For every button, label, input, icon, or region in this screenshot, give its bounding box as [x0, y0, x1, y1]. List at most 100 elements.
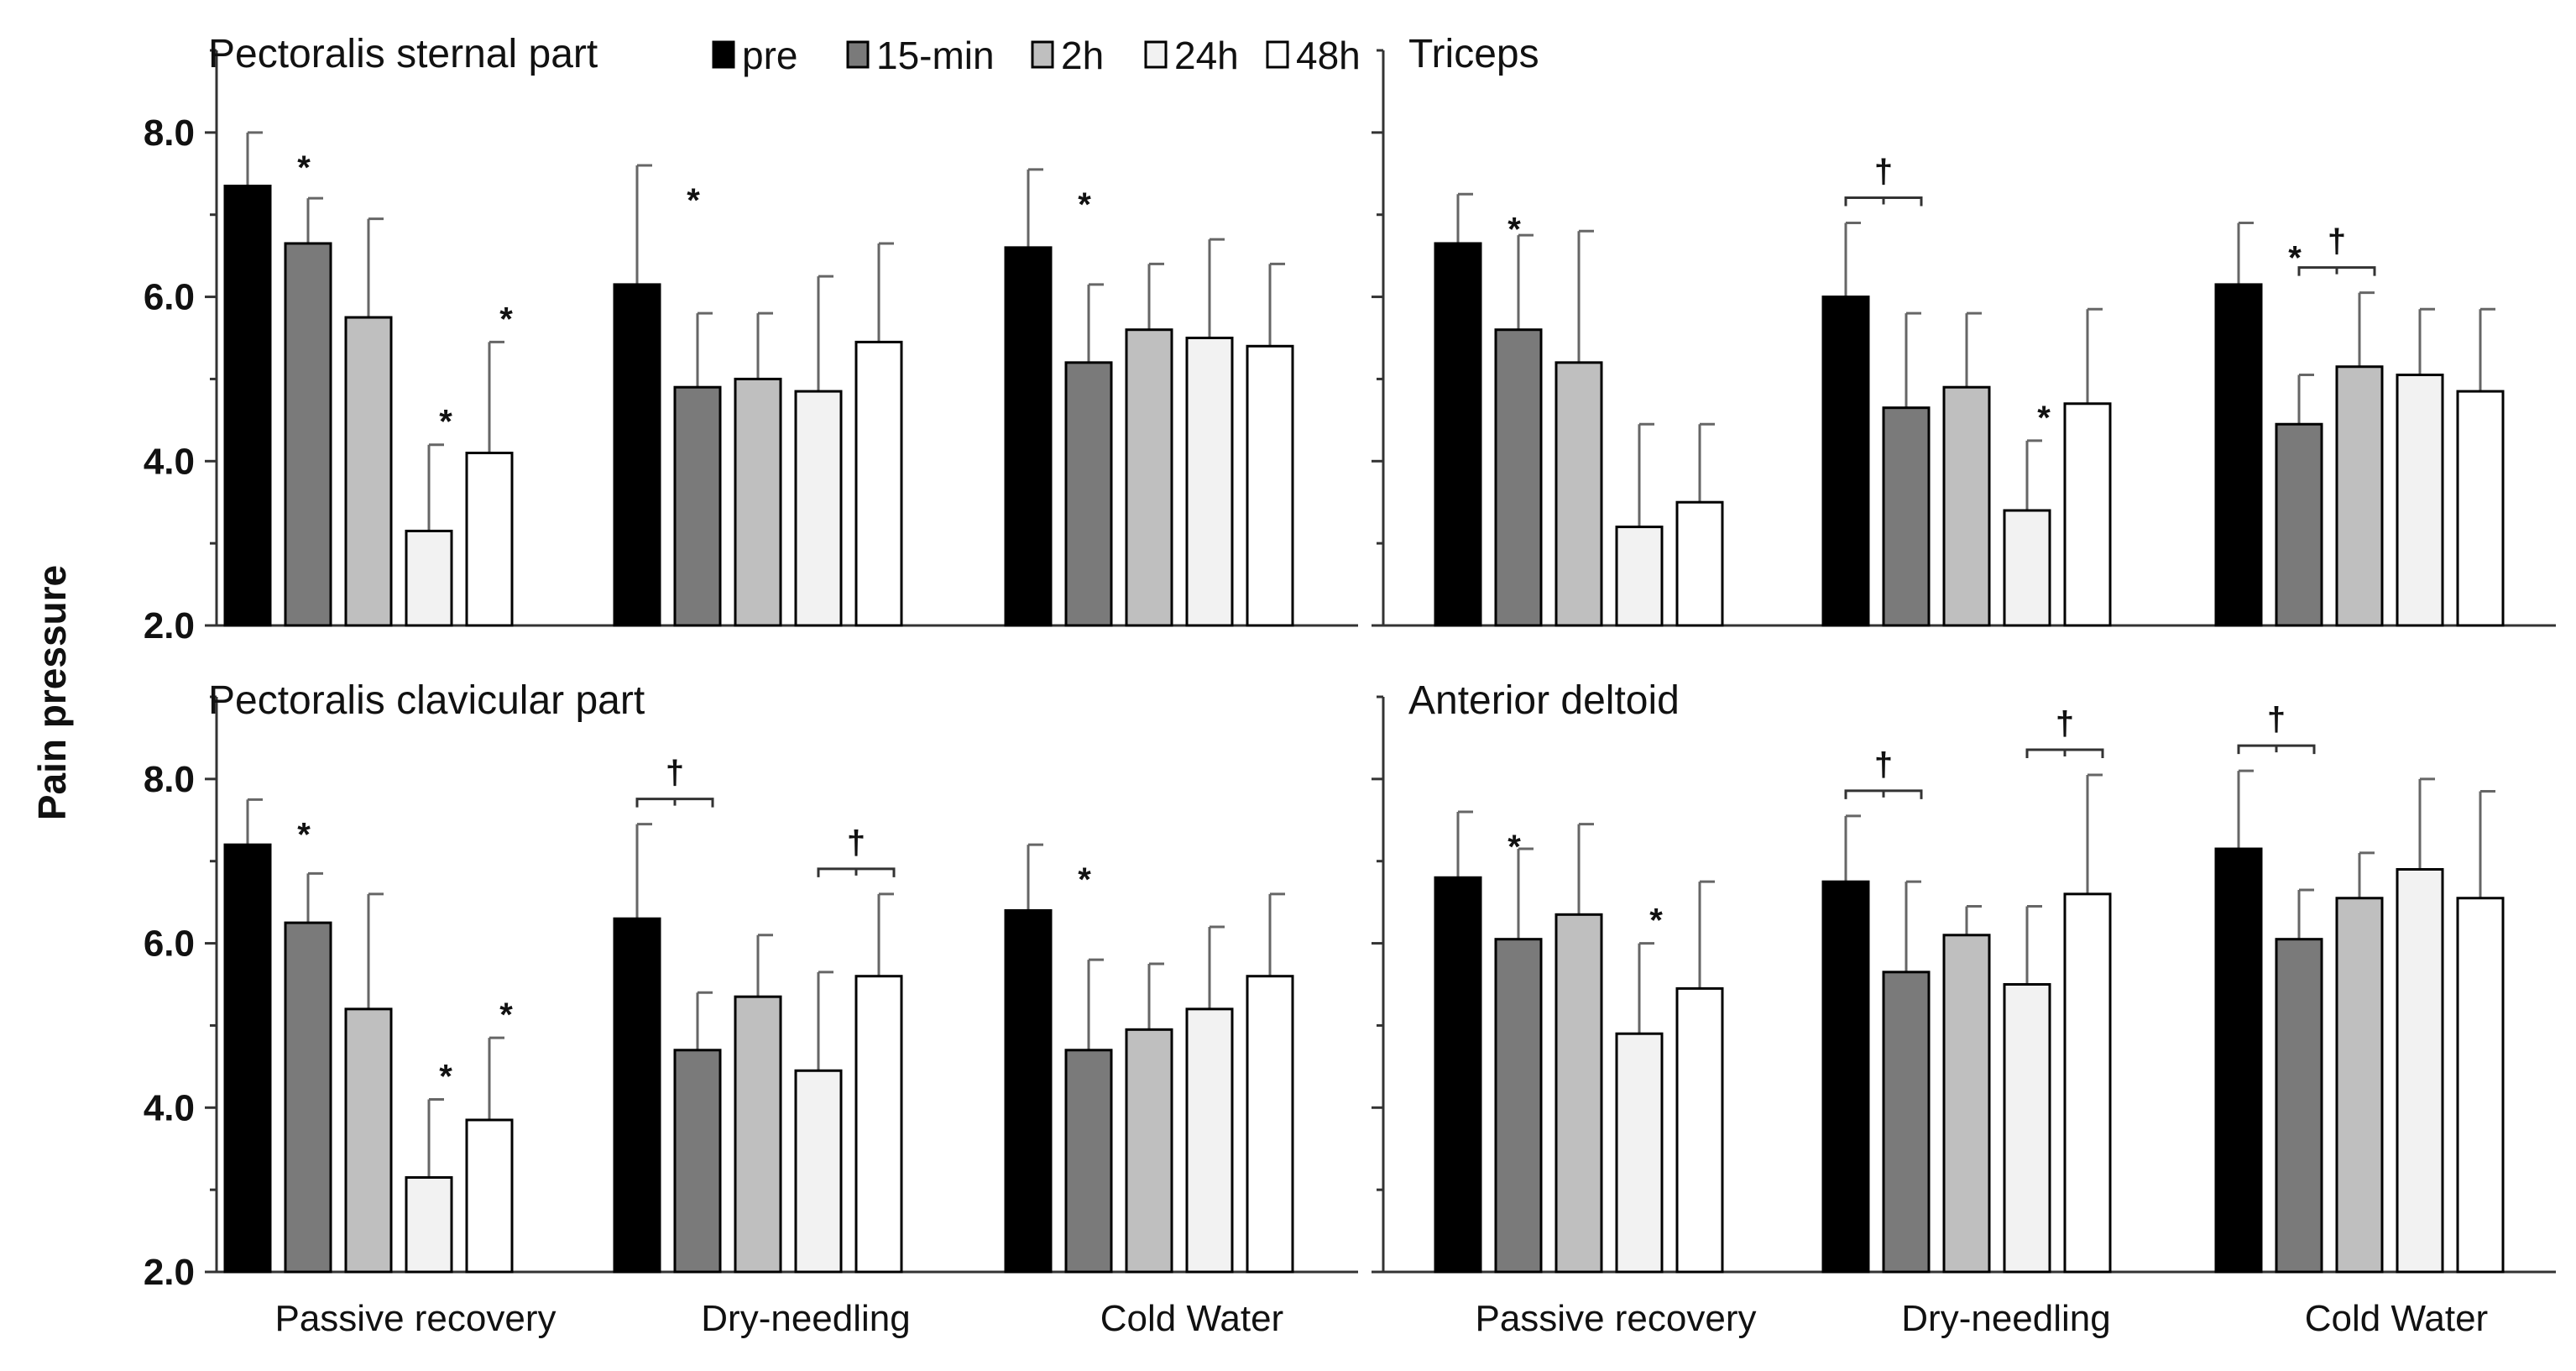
bar-pre	[1434, 242, 1482, 627]
significance-star: *	[1507, 829, 1521, 866]
bar-15-min	[284, 921, 332, 1274]
bar-24h	[1615, 526, 1664, 627]
bar-48h	[1246, 975, 1294, 1274]
y-tick-label: 6.0	[144, 924, 195, 965]
bar-24h	[2396, 868, 2444, 1274]
bar-pre	[613, 283, 661, 627]
significance-star: *	[1649, 903, 1663, 939]
bar-2h	[1125, 328, 1173, 627]
y-tick-label: 4.0	[144, 441, 195, 482]
significance-bracket	[2237, 744, 2316, 755]
y-tick-label: 2.0	[144, 1252, 195, 1293]
bar-2h	[2335, 897, 2384, 1274]
bar-pre	[1821, 296, 1870, 627]
bar-2h	[1942, 385, 1991, 627]
bar-15-min	[673, 385, 722, 627]
significance-star: *	[1078, 861, 1091, 898]
bar-pre	[1821, 880, 1870, 1274]
bar-2h	[1554, 913, 1603, 1274]
significance-bracket	[1844, 196, 1923, 207]
category-label: Passive recovery	[1475, 1298, 1756, 1339]
bar-15-min	[1882, 971, 1931, 1274]
panel-title: Pectoralis sternal part	[208, 32, 598, 76]
significance-bracket	[2297, 266, 2376, 276]
bar-2h	[1554, 361, 1603, 627]
significance-dagger: †	[2267, 701, 2286, 738]
bar-48h	[854, 975, 903, 1274]
bar-24h	[405, 1175, 453, 1274]
bar-pre	[223, 843, 272, 1274]
y-tick-label: 8.0	[144, 113, 195, 154]
y-axis-label: Pain pressure	[30, 565, 74, 820]
significance-star: *	[499, 301, 513, 338]
significance-bracket	[1844, 789, 1923, 799]
bar-pre	[223, 184, 272, 627]
bar-15-min	[2275, 422, 2323, 627]
significance-star: *	[2037, 400, 2051, 437]
bar-24h	[1615, 1032, 1664, 1274]
bar-2h	[1125, 1028, 1173, 1274]
legend-swatch	[1144, 40, 1168, 69]
bar-48h	[2063, 402, 2112, 627]
legend-label: 2h	[1061, 34, 1104, 77]
significance-star: *	[499, 997, 513, 1033]
bar-48h	[465, 1118, 514, 1274]
bar-15-min	[1882, 406, 1931, 627]
bar-15-min	[673, 1049, 722, 1274]
bar-48h	[465, 452, 514, 627]
bar-2h	[734, 377, 782, 627]
legend-label: pre	[742, 34, 797, 77]
category-label: Cold Water	[1100, 1298, 1283, 1339]
bar-24h	[405, 529, 453, 627]
bar-pre	[1004, 246, 1053, 627]
bar-15-min	[1494, 328, 1543, 627]
significance-dagger: †	[666, 755, 684, 792]
significance-dagger: †	[1874, 154, 1893, 191]
y-tick-label: 6.0	[144, 277, 195, 318]
bar-48h	[2063, 892, 2112, 1274]
bar-24h	[2003, 983, 2051, 1274]
y-tick-label: 8.0	[144, 759, 195, 800]
significance-dagger: †	[2328, 223, 2346, 260]
y-tick-label: 4.0	[144, 1087, 195, 1128]
bar-pre	[2214, 847, 2263, 1274]
bar-24h	[2003, 509, 2051, 627]
significance-star: *	[439, 1059, 452, 1096]
bar-24h	[794, 1069, 843, 1274]
significance-dagger: †	[2056, 705, 2074, 742]
bar-24h	[1185, 1007, 1234, 1274]
bar-15-min	[1494, 938, 1543, 1274]
significance-star: *	[1078, 186, 1091, 223]
bar-2h	[2335, 365, 2384, 627]
bar-48h	[2456, 390, 2505, 627]
legend-label: 24h	[1174, 34, 1239, 77]
legend-label: 48h	[1296, 34, 1361, 77]
bar-pre	[613, 917, 661, 1274]
significance-bracket	[635, 798, 714, 808]
legend-swatch	[1031, 40, 1054, 69]
category-label: Dry-needling	[701, 1298, 910, 1339]
bar-2h	[344, 1007, 393, 1274]
legend-swatch	[712, 40, 735, 69]
panel-title: Anterior deltoid	[1408, 678, 1680, 723]
legend-swatch	[846, 40, 870, 69]
panel-title: Pectoralis clavicular part	[208, 678, 645, 723]
bar-pre	[1004, 908, 1053, 1274]
bar-15-min	[2275, 938, 2323, 1274]
significance-bracket	[2025, 748, 2104, 758]
bar-2h	[734, 995, 782, 1274]
category-label: Dry-needling	[1901, 1298, 2110, 1339]
significance-star: *	[439, 404, 452, 441]
bar-48h	[854, 340, 903, 627]
bar-24h	[2396, 374, 2444, 627]
bar-24h	[794, 390, 843, 627]
bar-48h	[1675, 986, 1724, 1274]
bar-2h	[344, 316, 393, 627]
legend-swatch	[1266, 40, 1289, 69]
bar-15-min	[1064, 361, 1113, 627]
bar-15-min	[1064, 1049, 1113, 1274]
significance-star: *	[687, 182, 700, 219]
bar-48h	[1246, 344, 1294, 627]
bar-2h	[1942, 934, 1991, 1274]
